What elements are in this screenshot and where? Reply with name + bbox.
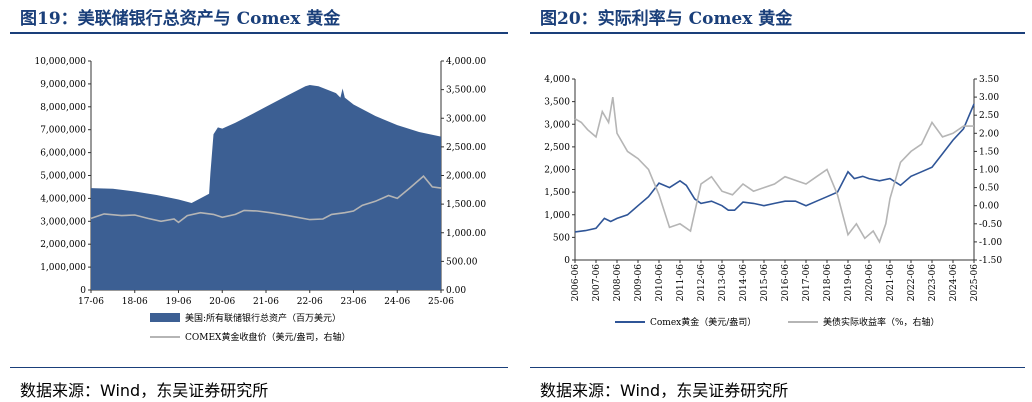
left-title-rule bbox=[10, 32, 508, 34]
right-source: 数据来源：Wind，东吴证券研究所 bbox=[540, 381, 789, 400]
series-area-0 bbox=[91, 85, 441, 290]
x-tick-label: 2014-06 bbox=[739, 264, 749, 302]
x-tick-label: 2017-06 bbox=[802, 264, 812, 302]
y-left-tick-label: 3,000 bbox=[544, 120, 570, 130]
y-left-tick-label: 9,000,000 bbox=[40, 80, 86, 90]
x-tick-label: 2008-06 bbox=[613, 264, 623, 302]
series-line-0 bbox=[574, 103, 975, 233]
y-left-tick-label: 2,000,000 bbox=[40, 240, 86, 250]
x-tick-label: 19-06 bbox=[166, 297, 192, 307]
x-tick-label: 25-06 bbox=[428, 297, 454, 307]
left-y-right-axis: 4,000.00 3,500.00 3,000.00 2,500.00 2,000.00… bbox=[441, 57, 486, 296]
y-left-tick-label: 10,000,000 bbox=[34, 57, 86, 67]
left-bottom-rule bbox=[10, 367, 508, 368]
y-right-tick-label: 500.00 bbox=[446, 257, 478, 267]
y-right-tick-label: 4,000.00 bbox=[446, 57, 486, 67]
y-right-tick-label: 3.00 bbox=[979, 93, 999, 103]
y-left-tick-label: 1,000,000 bbox=[40, 263, 86, 273]
left-plot-area bbox=[90, 61, 442, 291]
y-left-tick-label: 0 bbox=[80, 286, 86, 296]
y-left-tick-label: 3,500 bbox=[544, 98, 570, 108]
x-tick-label: 2019-06 bbox=[844, 264, 854, 302]
y-left-tick-label: 1,000 bbox=[544, 211, 570, 221]
legend-swatch-assets bbox=[150, 313, 180, 322]
x-tick-label: 2021-06 bbox=[886, 264, 896, 302]
y-right-tick-label: 3.50 bbox=[979, 75, 999, 85]
legend-label-assets: 美国:所有联储银行总资产（百万美元） bbox=[185, 312, 341, 324]
y-left-tick-label: 2,500 bbox=[544, 143, 570, 153]
y-right-tick-label: 2,500.00 bbox=[446, 143, 486, 153]
y-right-tick-label: 3,000.00 bbox=[446, 114, 486, 124]
y-left-tick-label: 7,000,000 bbox=[40, 126, 86, 136]
left-legend: 美国:所有联储银行总资产（百万美元） COMEX黄金收盘价（美元/盎司，右轴） bbox=[150, 312, 351, 343]
legend-label-comex: Comex黄金（美元/盎司） bbox=[650, 316, 756, 328]
x-tick-label: 21-06 bbox=[253, 297, 279, 307]
left-chart-title: 图19：美联储银行总资产与 Comex 黄金 bbox=[20, 9, 341, 29]
x-tick-label: 2020-06 bbox=[865, 264, 875, 302]
x-tick-label: 2012-06 bbox=[697, 264, 707, 302]
x-tick-label: 2016-06 bbox=[781, 264, 791, 302]
y-right-tick-label: -0.50 bbox=[979, 220, 1002, 230]
x-tick-label: 22-06 bbox=[297, 297, 323, 307]
x-tick-label: 20-06 bbox=[209, 297, 235, 307]
y-left-tick-label: 3,000,000 bbox=[40, 217, 86, 227]
y-right-tick-label: 0.50 bbox=[979, 184, 999, 194]
y-right-tick-label: 1.50 bbox=[979, 147, 999, 157]
right-y-left-axis: 4,000 3,500 3,000 2,500 2,000 1,500 1,000 500 0 bbox=[544, 75, 575, 266]
x-tick-label: 23-06 bbox=[341, 297, 367, 307]
y-right-tick-label: 1,500.00 bbox=[446, 200, 486, 210]
right-y-right-axis: 3.50 3.00 2.50 2.00 1.50 1.00 0.50 0.00 -0.50 -1.… bbox=[974, 75, 1002, 266]
series-line-1 bbox=[90, 174, 442, 224]
x-tick-label: 2007-06 bbox=[592, 264, 602, 302]
y-left-tick-label: 2,000 bbox=[544, 166, 570, 176]
x-tick-label: 17-06 bbox=[78, 297, 104, 307]
x-tick-label: 2024-06 bbox=[949, 264, 959, 302]
y-right-tick-label: 0.00 bbox=[979, 202, 999, 212]
y-left-tick-label: 4,000 bbox=[544, 75, 570, 85]
y-right-tick-label: 1,000.00 bbox=[446, 229, 486, 239]
y-left-tick-label: 1,500 bbox=[544, 188, 570, 198]
y-right-tick-label: 0.00 bbox=[446, 286, 466, 296]
y-right-tick-label: 2.50 bbox=[979, 111, 999, 121]
left-source: 数据来源：Wind，东吴证券研究所 bbox=[20, 381, 269, 400]
y-right-tick-label: 2,000.00 bbox=[446, 172, 486, 182]
x-tick-label: 2010-06 bbox=[655, 264, 665, 302]
y-left-tick-label: 500 bbox=[553, 233, 570, 243]
x-tick-label: 2009-06 bbox=[634, 264, 644, 302]
right-chart: 4,0003,5003,0002,5002,0001,5001,0005000 … bbox=[544, 75, 1002, 328]
y-right-tick-label: 2.00 bbox=[979, 129, 999, 139]
right-plot-area bbox=[574, 79, 975, 261]
y-left-tick-label: 5,000,000 bbox=[40, 172, 86, 182]
right-title-rule bbox=[530, 32, 1025, 34]
x-tick-label: 2022-06 bbox=[907, 264, 917, 302]
y-left-tick-label: 8,000,000 bbox=[40, 103, 86, 113]
x-tick-label: 24-06 bbox=[384, 297, 410, 307]
right-bottom-rule bbox=[530, 367, 1025, 368]
x-tick-label: 2023-06 bbox=[928, 264, 938, 302]
left-x-axis: 17-06 18-06 19-06 20-06 21-06 22-06 23-06 24-06… bbox=[78, 290, 454, 307]
y-left-tick-label: 0 bbox=[564, 256, 570, 266]
y-right-tick-label: 3,500.00 bbox=[446, 86, 486, 96]
right-x-axis: 2006-06 2007-06 2008-06 2009-06 2010-06 2011-… bbox=[571, 260, 980, 301]
y-right-tick-label: -1.50 bbox=[979, 256, 1002, 266]
right-chart-title: 图20：实际利率与 Comex 黄金 bbox=[540, 9, 793, 29]
left-y-left-axis: 10,000,000 9,000,000 8,000,000 7,000,000 6,0… bbox=[34, 57, 91, 296]
x-tick-label: 2025-06 bbox=[970, 264, 980, 302]
left-chart: 10,000,000 9,000,000 8,000,000 7,000,000 6,0… bbox=[34, 57, 486, 343]
series-line-1 bbox=[574, 96, 974, 244]
x-tick-label: 2011-06 bbox=[676, 264, 686, 302]
x-tick-label: 18-06 bbox=[122, 297, 148, 307]
legend-label-real-yield: 美债实际收益率（%，右轴） bbox=[823, 316, 940, 328]
y-right-tick-label: 1.00 bbox=[979, 166, 999, 176]
y-left-tick-label: 4,000,000 bbox=[40, 194, 86, 204]
x-tick-label: 2015-06 bbox=[760, 264, 770, 302]
y-left-tick-label: 6,000,000 bbox=[40, 149, 86, 159]
right-legend: Comex黄金（美元/盎司） 美债实际收益率（%，右轴） bbox=[615, 316, 940, 328]
legend-label-gold: COMEX黄金收盘价（美元/盎司，右轴） bbox=[185, 331, 351, 343]
y-right-tick-label: -1.00 bbox=[979, 238, 1002, 248]
x-tick-label: 2018-06 bbox=[823, 264, 833, 302]
x-tick-label: 2006-06 bbox=[571, 264, 581, 302]
x-tick-label: 2013-06 bbox=[718, 264, 728, 302]
